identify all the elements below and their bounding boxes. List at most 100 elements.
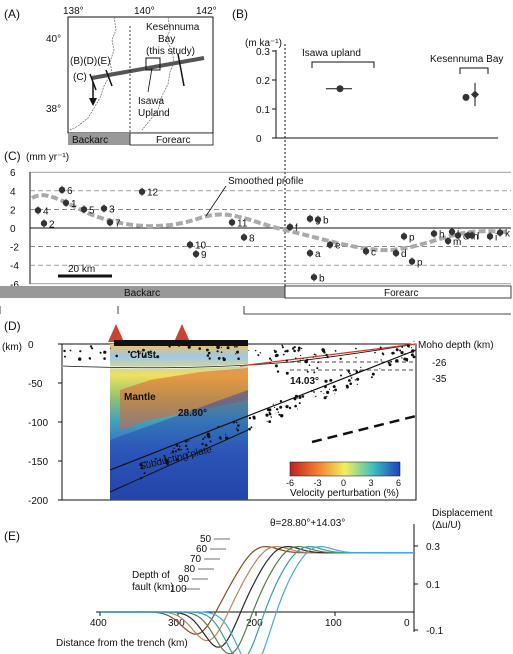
c-point xyxy=(138,188,146,195)
c-point xyxy=(400,233,408,240)
earthquake-dot xyxy=(293,397,297,401)
disp-label-2: (Δu/U) xyxy=(432,520,461,531)
earthquake-dot xyxy=(144,461,146,463)
earthquake-dot xyxy=(216,350,219,353)
colorbar xyxy=(289,461,401,477)
depth-label-1: Depth of xyxy=(132,570,170,581)
earthquake-dot xyxy=(208,357,211,360)
earthquake-dot xyxy=(154,457,157,460)
kesennuma-bracket xyxy=(459,67,489,74)
c-point-label: a xyxy=(315,249,321,260)
earthquake-dot xyxy=(207,432,210,435)
earthquake-dot xyxy=(279,405,283,409)
mantle-anomaly xyxy=(120,368,248,430)
isawa-point xyxy=(336,85,344,93)
earthquake-dot xyxy=(293,346,296,349)
earthquake-dot xyxy=(340,374,342,377)
earthquake-dot xyxy=(279,400,283,403)
earthquake-dot xyxy=(248,416,252,420)
moho-title: Moho depth (km) xyxy=(418,340,494,351)
earthquake-dot xyxy=(268,408,272,412)
mantle-label: Mantle xyxy=(124,392,156,403)
c-point xyxy=(100,205,108,212)
earthquake-dot xyxy=(224,434,227,436)
earthquake-dot xyxy=(406,360,409,362)
earthquake-dot xyxy=(175,443,179,447)
lat-tick-38: 38° xyxy=(46,104,61,115)
earthquake-dot xyxy=(248,349,250,351)
c-point-label: 1 xyxy=(71,199,77,210)
c-point-label: m xyxy=(453,237,461,248)
earthquake-dot xyxy=(334,393,336,395)
c-point xyxy=(240,234,248,241)
earthquake-dot xyxy=(235,427,238,430)
earthquake-dot xyxy=(143,472,145,474)
earthquake-dot xyxy=(382,353,385,356)
earthquake-dot xyxy=(360,366,362,368)
earthquake-dot xyxy=(140,351,142,352)
c-point xyxy=(310,274,318,281)
c-point-label: i xyxy=(495,232,497,243)
c-point-label: 5 xyxy=(89,205,95,216)
earthquake-dot xyxy=(178,345,180,347)
earthquake-dot xyxy=(302,358,304,360)
earthquake-dot xyxy=(388,363,392,367)
moho-outline xyxy=(61,343,417,369)
colorbar-tick: 0 xyxy=(341,478,346,488)
earthquake-dot xyxy=(312,356,314,358)
earthquake-dot xyxy=(270,416,273,418)
earthquake-dot xyxy=(324,385,327,389)
earthquake-dot xyxy=(147,351,150,354)
earthquake-dot xyxy=(275,353,279,357)
c-point-label: 11 xyxy=(237,218,248,229)
earthquake-dot xyxy=(329,378,333,382)
earthquake-dot xyxy=(347,371,350,373)
c-point-label: c xyxy=(371,247,376,258)
earthquake-dot xyxy=(332,390,334,392)
tick-marker xyxy=(177,53,185,87)
c-point-label: 8 xyxy=(249,233,255,244)
earthquake-dot xyxy=(315,354,317,356)
smoothed-pointer xyxy=(205,185,227,217)
e-x-tick-label: 100 xyxy=(325,618,342,629)
earthquake-dot xyxy=(226,346,230,350)
earthquake-dot xyxy=(326,390,330,394)
earthquake-dot xyxy=(354,379,356,381)
colorbar-label: Velocity perturbation (%) xyxy=(290,488,399,499)
earthquake-dot xyxy=(206,348,209,352)
c-point-label: p xyxy=(417,257,423,268)
earthquake-dot xyxy=(187,451,190,453)
earthquake-dot xyxy=(274,406,276,409)
moho-35: -35 xyxy=(432,374,447,385)
e-x-tick-label: 300 xyxy=(168,618,185,629)
earthquake-dot xyxy=(401,346,404,348)
earthquake-dot xyxy=(232,420,236,424)
earthquake-dot xyxy=(371,372,375,376)
panel-b-unit: (m ka⁻¹) xyxy=(245,38,282,49)
earthquake-dot xyxy=(334,388,337,392)
earthquake-dot xyxy=(296,408,298,410)
earthquake-dot xyxy=(326,395,328,398)
forearc-label: Forearc xyxy=(156,135,190,146)
c-point xyxy=(62,199,70,207)
earthquake-dot xyxy=(294,404,297,408)
earthquake-dot xyxy=(285,371,289,375)
backarc-label: Backarc xyxy=(72,135,108,146)
earthquake-dot xyxy=(411,349,415,353)
earthquake-dot xyxy=(278,413,281,416)
earthquake-dot xyxy=(324,379,328,383)
c-points: 426153712109118fgbabecdpphmjonlik xyxy=(34,185,511,284)
earthquake-dot xyxy=(203,436,206,439)
earthquake-dot xyxy=(328,388,331,390)
earthquake-dot xyxy=(346,385,349,389)
c-tick-label: -6 xyxy=(10,280,19,291)
c-point xyxy=(192,250,200,258)
lon-tick-140: 140° xyxy=(134,6,155,17)
earthquake-dot xyxy=(115,354,118,358)
earthquake-dot xyxy=(266,420,268,422)
c-arrowhead xyxy=(89,98,97,106)
e-y-tick-label: 0.3 xyxy=(426,542,440,553)
